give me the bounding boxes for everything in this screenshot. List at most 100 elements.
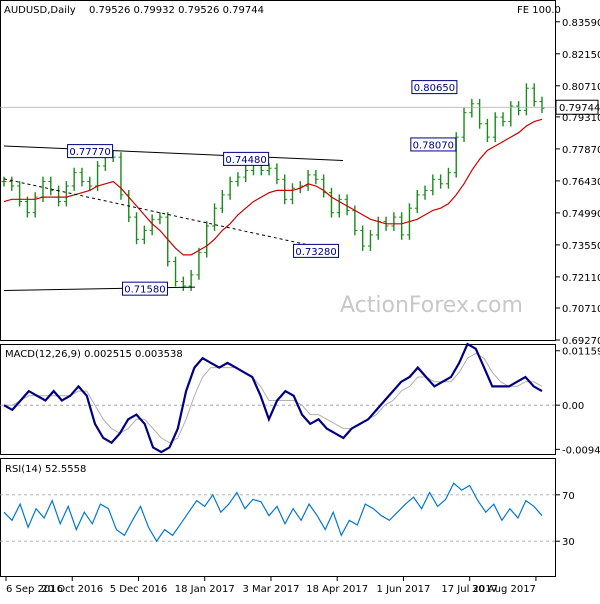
x-tick-label: 17 Jul 2017 — [441, 584, 498, 595]
header-fe: FE 100.0 — [517, 5, 561, 16]
price-bar — [461, 107, 467, 142]
price-bar — [87, 176, 93, 191]
price-bar — [492, 112, 498, 142]
price-annotation-label: 0.78070 — [413, 140, 454, 151]
price-bar — [305, 170, 311, 191]
price-bar — [118, 152, 124, 200]
price-bar — [500, 112, 506, 127]
panel-rsi — [0, 458, 556, 577]
price-tick-label: 0.70710 — [562, 304, 600, 315]
panel-price — [0, 0, 556, 341]
price-bar — [235, 172, 241, 187]
price-bar — [523, 83, 529, 116]
rsi-line — [3, 482, 543, 543]
price-annotation-label: 0.71580 — [124, 285, 165, 296]
price-bar — [204, 221, 210, 258]
price-bar — [274, 163, 280, 185]
price-annotation-box — [67, 144, 114, 159]
price-bar — [243, 165, 249, 182]
price-bar — [360, 225, 366, 251]
price-tick-label: 0.83590 — [562, 18, 600, 29]
price-bar — [313, 170, 319, 185]
current-price-label: 0.79744 — [559, 103, 600, 114]
price-bar — [531, 83, 537, 107]
price-annotation-label: 0.77770 — [69, 147, 110, 158]
price-bar — [157, 212, 163, 225]
price-tick-label: 0.80710 — [562, 82, 600, 93]
trendline — [3, 145, 343, 161]
price-annotation-label: 0.73280 — [295, 247, 336, 258]
macd-line — [3, 342, 543, 454]
price-bar — [328, 187, 334, 218]
header-ohlc: 0.79526 0.79932 0.79526 0.79744 — [89, 5, 264, 16]
x-tick-label: 18 Jan 2017 — [175, 584, 235, 595]
price-bar — [1, 176, 7, 187]
x-tick-label: 18 Apr 2017 — [306, 584, 368, 595]
price-annotation-box — [411, 80, 458, 95]
price-bar — [141, 225, 147, 245]
price-bar — [336, 194, 342, 218]
price-bar — [391, 212, 397, 231]
price-annotation-box — [121, 281, 168, 296]
price-bar — [516, 101, 522, 116]
price-bar — [399, 212, 405, 240]
x-tick-label: 30 Aug 2017 — [472, 584, 536, 595]
axis-layer: 0.83590 0.82150 0.80710 0.79310 0.77870 0.764… — [5, 18, 600, 595]
price-tick-label: 0.76430 — [562, 177, 600, 188]
moving-average-line — [3, 118, 543, 256]
price-bar — [344, 194, 350, 216]
price-bar — [173, 256, 179, 287]
macd-title: MACD(12,26,9) 0.002515 0.003538 — [5, 349, 183, 360]
price-bar — [266, 163, 272, 176]
price-annotation-box — [293, 243, 340, 258]
header-symbol: AUDUSD,Daily — [4, 5, 76, 16]
price-bar — [469, 98, 475, 118]
price-bar — [477, 98, 483, 129]
price-bar — [430, 174, 436, 196]
price-annotation-box — [223, 151, 270, 166]
price-bar — [9, 176, 15, 191]
macd-signal-line — [4, 352, 543, 444]
watermark: ActionForex.com — [340, 293, 523, 318]
price-bar — [539, 96, 545, 114]
x-tick-label: 6 Sep 2016 — [6, 584, 63, 595]
price-bar — [438, 174, 444, 189]
price-bar — [484, 118, 490, 142]
price-bar — [282, 174, 288, 205]
price-bar — [24, 196, 30, 218]
macd-tick-label: 0.00 — [562, 401, 584, 412]
price-bar — [367, 230, 373, 251]
price-annotation-box — [410, 137, 457, 152]
price-bar — [219, 190, 225, 214]
price-tick-label: 0.77870 — [562, 145, 600, 156]
price-bar — [508, 101, 514, 127]
price-tick-label: 0.72110 — [562, 273, 600, 284]
rsi-series-layer — [0, 482, 556, 543]
price-tick-label: 0.79310 — [562, 113, 600, 124]
macd-series-layer — [0, 342, 556, 454]
price-bar — [212, 203, 218, 231]
price-series-layer: 0.77770 0.74480 0.73280 0.71580 0.80650 0.780… — [0, 80, 556, 296]
trendline — [3, 178, 322, 249]
price-tick-label: 0.69270 — [562, 336, 600, 347]
price-tick-label: 0.73550 — [562, 241, 600, 252]
macd-tick-label: -0.009408 — [562, 445, 600, 456]
rsi-title: RSI(14) 52.5558 — [5, 464, 86, 475]
macd-tick-label: 0.01159 — [562, 347, 600, 358]
x-tick-label: 1 Jun 2017 — [377, 584, 431, 595]
price-bar — [48, 176, 54, 196]
price-bar — [134, 212, 140, 245]
price-bar — [196, 247, 202, 280]
x-tick-label: 5 Dec 2016 — [110, 584, 168, 595]
x-tick-label: 20 Oct 2016 — [41, 584, 103, 595]
price-bar — [422, 185, 428, 200]
price-bar — [414, 190, 420, 214]
price-tick-label: 0.82150 — [562, 50, 600, 61]
current-price-box — [555, 99, 599, 115]
price-bar — [17, 181, 23, 207]
rsi-tick-label: 70 — [562, 491, 575, 502]
price-bar — [63, 181, 69, 207]
price-tick-label: 0.74990 — [562, 209, 600, 220]
